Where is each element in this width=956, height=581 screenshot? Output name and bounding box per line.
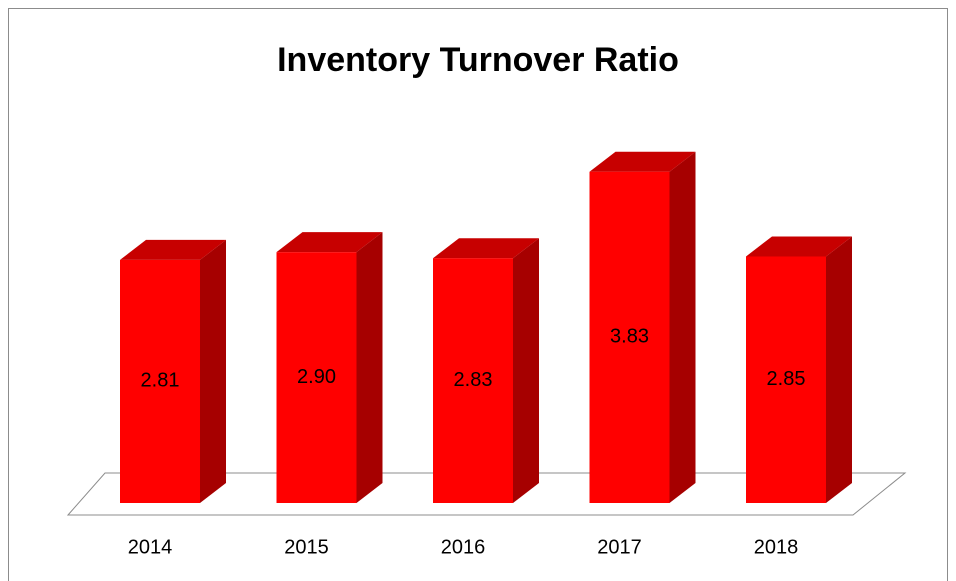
value-label: 2.90 — [297, 366, 336, 388]
bar — [589, 171, 670, 503]
x-tick-label: 2014 — [128, 536, 173, 558]
bar-side — [669, 151, 696, 503]
bar — [433, 258, 513, 503]
bar — [276, 252, 357, 503]
bar-top — [433, 238, 539, 259]
value-label: 2.81 — [141, 370, 180, 392]
value-label: 3.83 — [610, 326, 649, 348]
value-label: 2.83 — [454, 369, 493, 391]
bar-side — [826, 236, 852, 503]
bar — [120, 259, 200, 503]
bar-top — [589, 151, 696, 172]
bar — [746, 256, 826, 503]
bar-side — [513, 238, 539, 503]
bar-top — [120, 239, 226, 260]
bar-side — [200, 239, 226, 503]
x-tick-label: 2018 — [754, 536, 799, 558]
bar-top — [276, 232, 383, 253]
bar-side — [356, 232, 383, 503]
x-tick-label: 2015 — [284, 536, 329, 558]
x-tick-label: 2016 — [441, 536, 486, 558]
chart-title: Inventory Turnover Ratio — [277, 41, 679, 79]
x-tick-label: 2017 — [597, 536, 642, 558]
value-label: 2.85 — [767, 368, 806, 390]
bar-top — [746, 236, 852, 257]
